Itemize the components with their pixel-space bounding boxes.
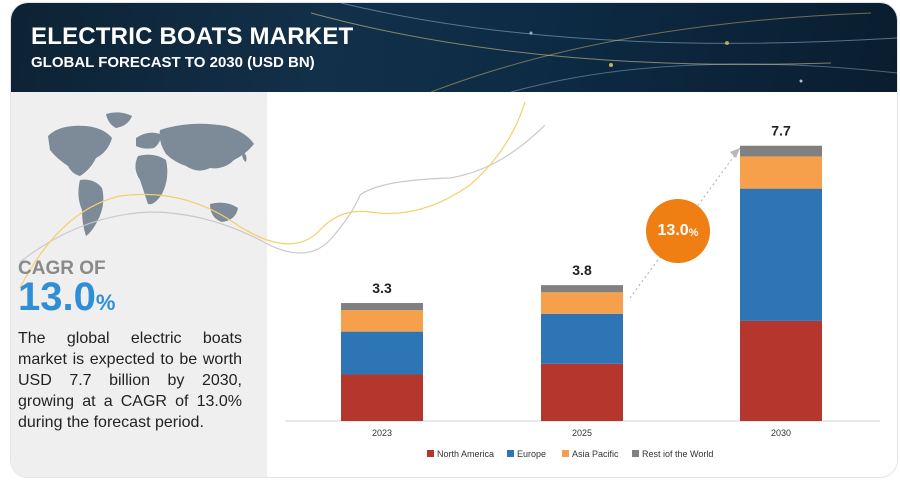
header-banner: ELECTRIC BOATS MARKET GLOBAL FORECAST TO… <box>11 3 897 92</box>
growth-arrow-head <box>730 148 740 158</box>
bar-2025-north-america <box>541 363 623 421</box>
world-map-icon <box>48 112 254 236</box>
total-label-2023: 3.3 <box>372 280 392 296</box>
legend-label-europe: Europe <box>517 449 546 459</box>
growth-rate-unit: % <box>688 226 699 239</box>
page-title: ELECTRIC BOATS MARKET <box>31 23 354 50</box>
legend-label-rest-iof-the-world: Rest iof the World <box>642 449 713 459</box>
trend-swoosh-gold <box>19 101 526 289</box>
bar-2023-asia-pacific <box>341 310 423 332</box>
bar-2030-rest-iof-the-world <box>740 145 822 157</box>
bar-2023-rest-iof-the-world <box>341 303 423 311</box>
trend-swoosh-gray <box>19 124 546 263</box>
light-streaks-decoration <box>310 3 897 92</box>
legend-swatch-europe <box>507 450 514 457</box>
growth-rate-value: 13.0 <box>657 222 689 239</box>
cagr-value: 13.0% <box>18 275 115 325</box>
x-tick-2030: 2030 <box>771 428 791 438</box>
legend-swatch-asia-pacific <box>562 450 569 457</box>
x-tick-2025: 2025 <box>572 428 592 438</box>
bar-2025-rest-iof-the-world <box>541 285 623 293</box>
bar-2030-asia-pacific <box>740 156 822 189</box>
bar-2023-north-america <box>341 374 423 421</box>
cagr-unit: % <box>95 290 116 315</box>
page-subtitle: GLOBAL FORECAST TO 2030 (USD BN) <box>31 54 315 71</box>
total-label-2030: 7.7 <box>771 123 791 139</box>
legend-label-north-america: North America <box>437 449 494 459</box>
bar-2025-asia-pacific <box>541 292 623 314</box>
bar-2023-europe <box>341 331 423 375</box>
cagr-label: CAGR OF <box>18 258 106 279</box>
growth-arrow-line <box>629 147 741 299</box>
total-label-2025: 3.8 <box>572 262 592 278</box>
x-tick-2023: 2023 <box>372 428 392 438</box>
bar-2030-europe <box>740 188 822 321</box>
bar-2025-europe <box>541 313 623 364</box>
growth-rate-badge: 13.0% <box>646 199 710 263</box>
legend-swatch-rest-iof-the-world <box>632 450 639 457</box>
cagr-number: 13.0 <box>18 275 96 319</box>
legend-label-asia-pacific: Asia Pacific <box>572 449 619 459</box>
bar-2030-north-america <box>740 320 822 421</box>
legend-swatch-north-america <box>427 450 434 457</box>
market-description: The global electric boats market is expe… <box>18 330 242 431</box>
